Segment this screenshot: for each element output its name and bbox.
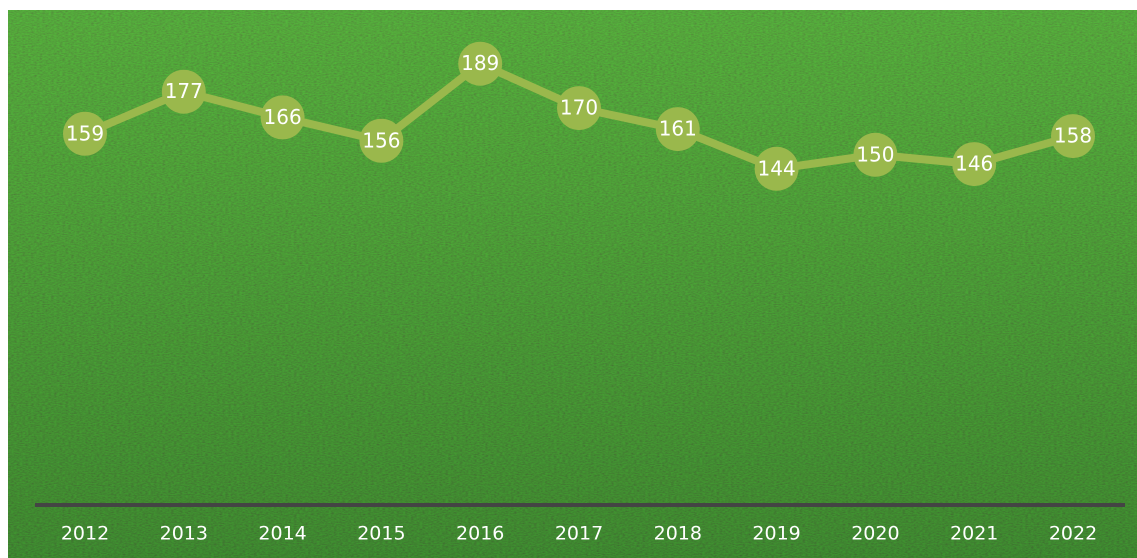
data-label: 177 — [165, 79, 203, 103]
x-tick-label: 2022 — [1049, 523, 1097, 545]
data-label: 161 — [659, 117, 697, 141]
point — [754, 146, 799, 191]
data-label: 166 — [264, 105, 302, 129]
point — [655, 107, 700, 152]
point — [260, 95, 305, 140]
x-tick-label: 2020 — [851, 523, 899, 545]
point — [458, 41, 503, 86]
x-tick-label: 2017 — [555, 523, 603, 545]
x-tick-label: 2014 — [258, 523, 306, 545]
point — [63, 111, 107, 156]
data-label: 159 — [66, 121, 104, 145]
x-tick-label: 2019 — [752, 523, 800, 545]
data-label: 170 — [560, 96, 598, 120]
point — [1051, 114, 1095, 159]
point — [161, 69, 206, 114]
data-label: 144 — [758, 156, 796, 180]
x-tick-label: 2018 — [654, 523, 702, 545]
point — [359, 118, 404, 163]
data-label: 150 — [856, 142, 894, 166]
x-tick-label: 2016 — [456, 523, 504, 545]
x-tick-label: 2013 — [160, 523, 208, 545]
data-label: 189 — [461, 51, 499, 75]
x-tick-label: 2015 — [357, 523, 405, 545]
data-label: 158 — [1054, 124, 1092, 148]
x-tick-label: 2012 — [61, 523, 109, 545]
point — [853, 132, 898, 177]
point — [952, 142, 997, 187]
data-label: 156 — [362, 128, 400, 152]
data-label: 146 — [955, 152, 993, 176]
point — [557, 86, 601, 131]
x-tick-label: 2021 — [950, 523, 998, 545]
